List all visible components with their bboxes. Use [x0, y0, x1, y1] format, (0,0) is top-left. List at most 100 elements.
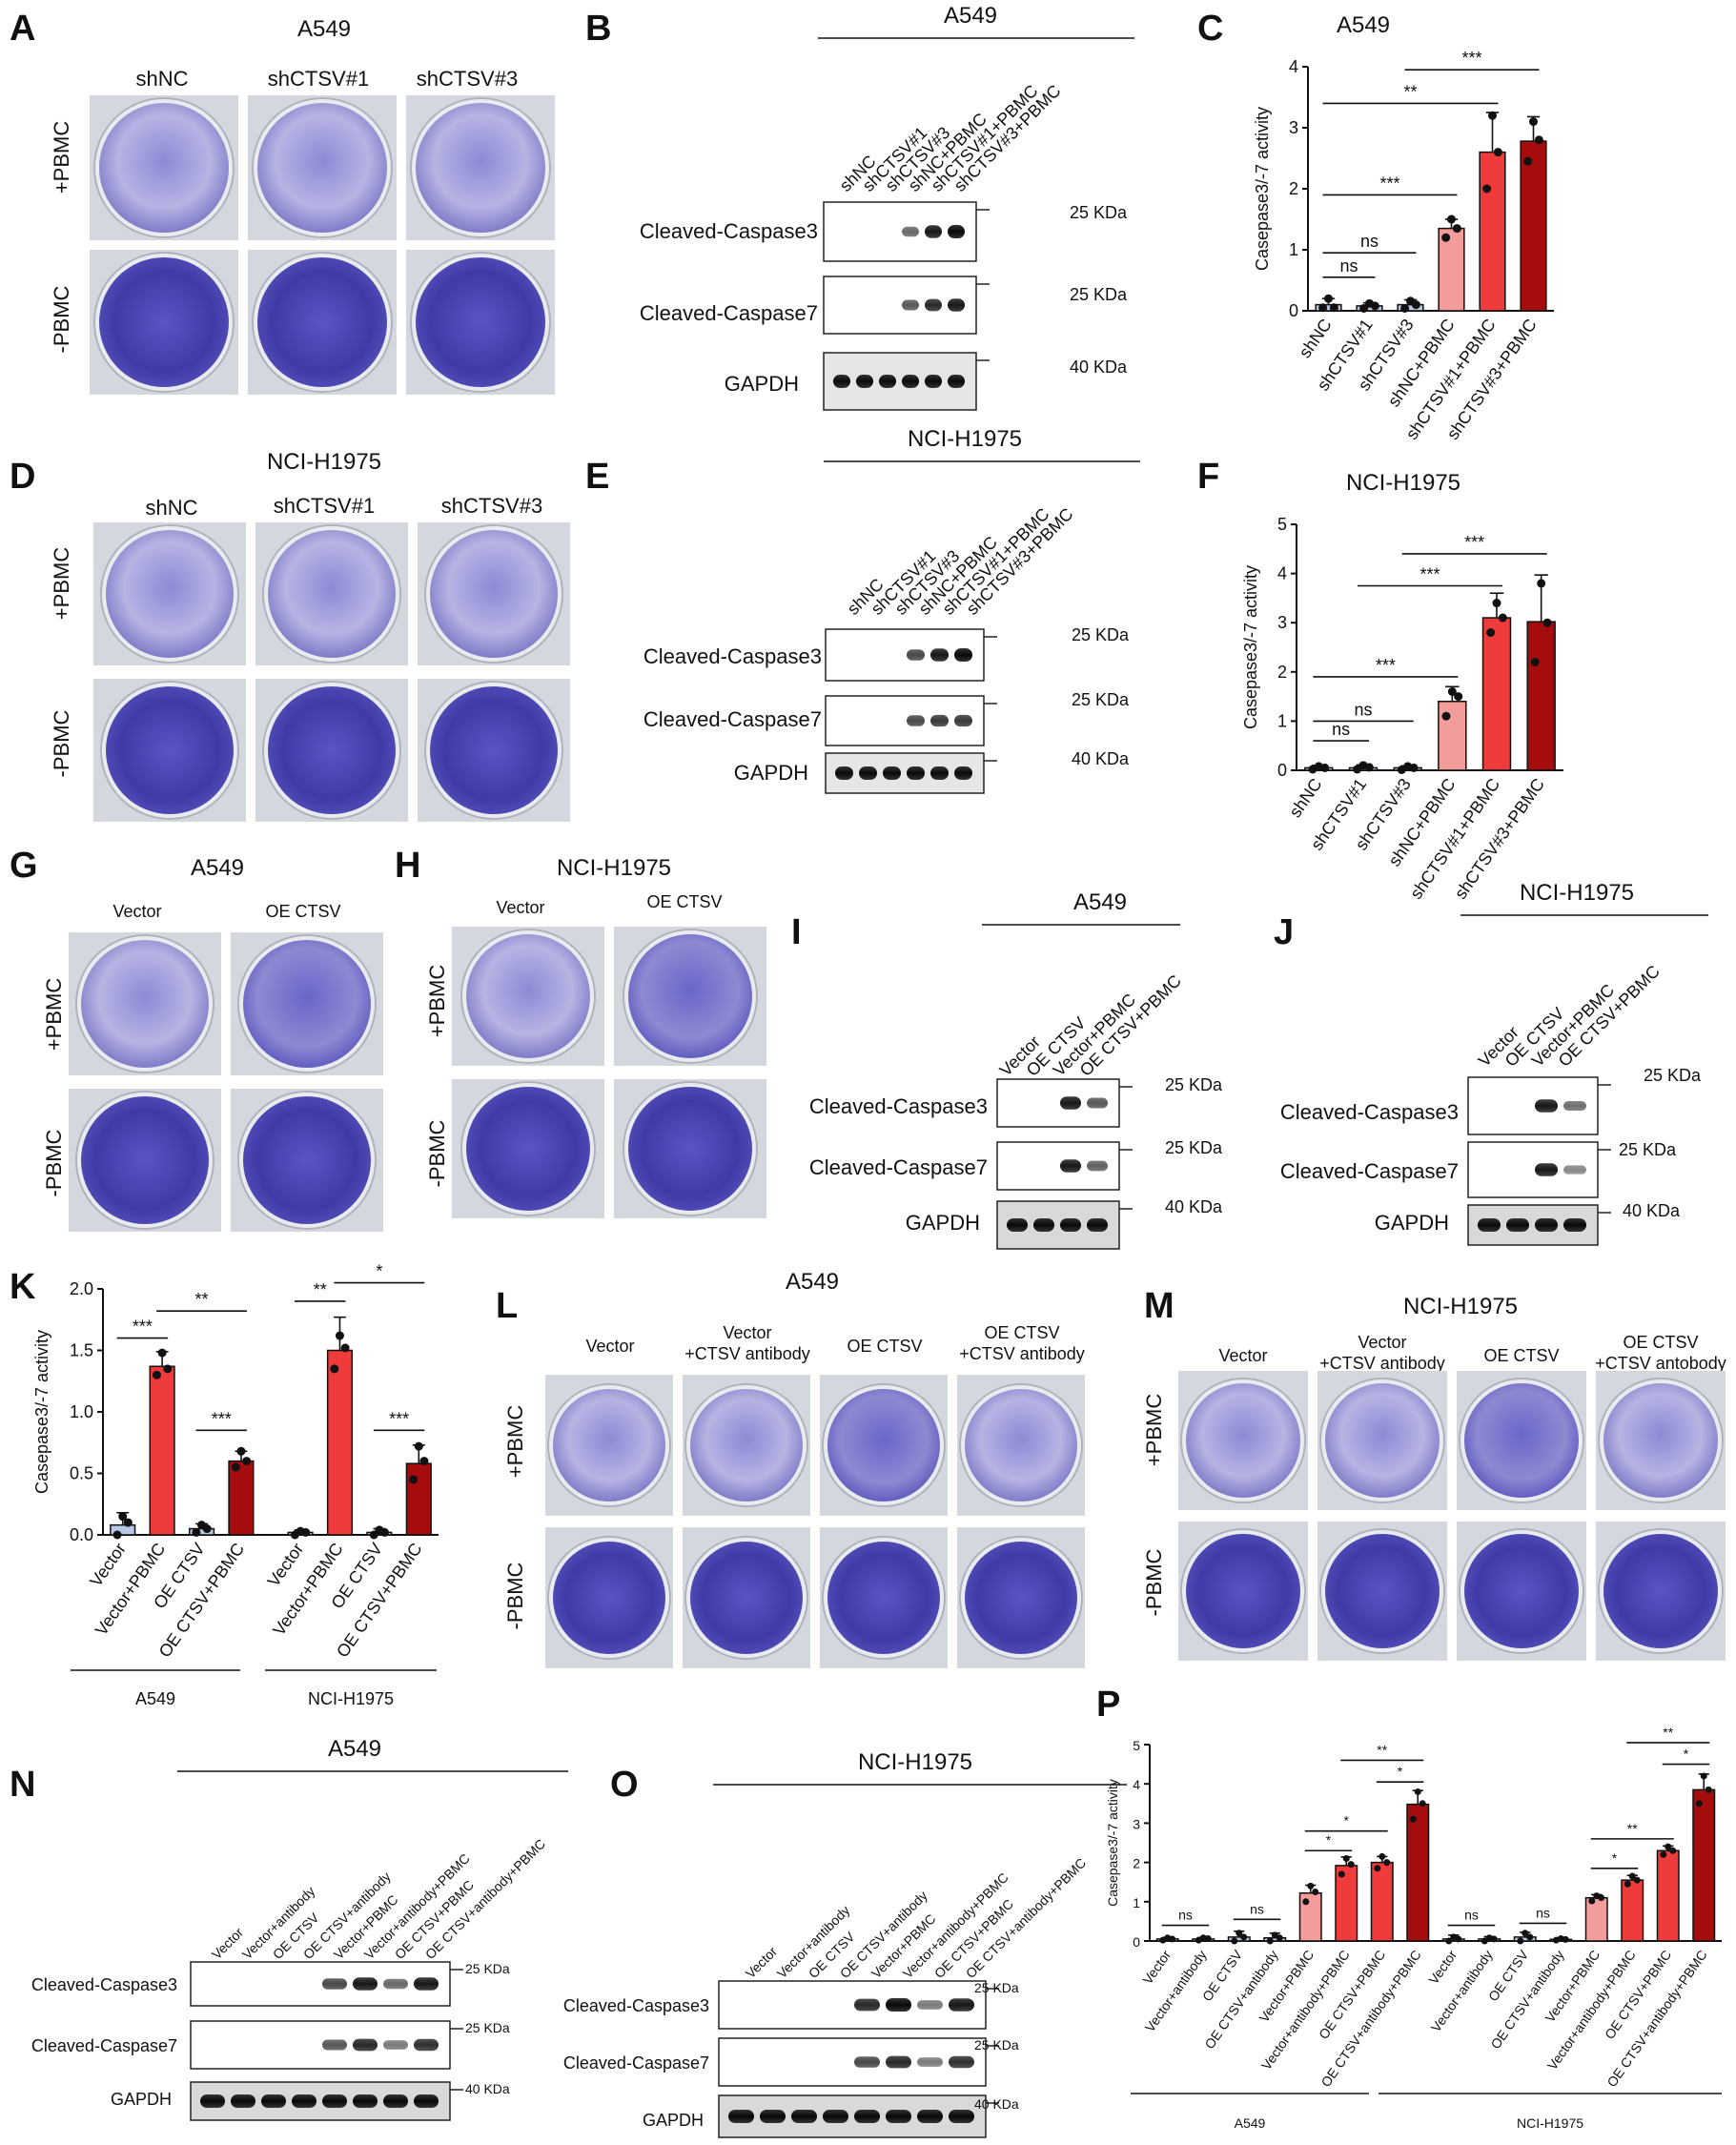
panel-p-point-4-1: [1266, 1937, 1274, 1945]
panel-e-cc3-band-6: [954, 648, 972, 662]
panel-f-point-1-3: [1320, 763, 1330, 772]
panel-m-col-labels: Vector Vector +CTSV antibody OE CTSV OE CTSV…: [1218, 1333, 1726, 1373]
panel-a-well-r2-c3-stain: [416, 257, 545, 387]
panel-p-bar-16: [1692, 1788, 1716, 1942]
panel-k-sig-label-2: **: [195, 1290, 209, 1309]
panel-letter-g: G: [10, 846, 38, 886]
panel-m-well-r1-c1: [1178, 1371, 1308, 1510]
panel-n-gapdh-band-3: [261, 2094, 286, 2108]
panel-e-kda-2: 25 KDa: [1072, 690, 1130, 709]
panel-c-point-2-1: [1359, 303, 1369, 313]
panel-h-well-r2-c1: [452, 1079, 604, 1218]
panel-c-point-6-2: [1529, 117, 1538, 127]
panel-p-sig-label-9: *: [1612, 1850, 1618, 1866]
panel-h-wells: [452, 927, 766, 1218]
panel-p-point-14-2: [1628, 1872, 1636, 1880]
panel-g-well-r2-c1: [69, 1089, 221, 1232]
panel-l-row-plus: +PBMC: [503, 1405, 527, 1479]
panel-g-well-r1-c2: [231, 932, 383, 1075]
panel-p-bar-8: [1406, 1803, 1430, 1942]
panel-o-gapdh-band-3: [791, 2110, 817, 2123]
panel-o-cc3-membrane: [718, 1980, 987, 2030]
panel-k-bar-6: [326, 1349, 354, 1536]
panel-a-well-r2-c3: [406, 250, 555, 395]
panel-p-point-11-2: [1522, 1930, 1529, 1937]
panel-c-sig-label-3: ***: [1379, 174, 1399, 193]
panel-b-gapdh-band-3: [879, 375, 896, 388]
panel-d-well-r2-c1: [93, 679, 246, 822]
panel-p-point-10-1: [1481, 1937, 1488, 1945]
panel-p-ytick-label-4: 4: [1133, 1777, 1140, 1792]
panel-l-well-r2-c4: [957, 1527, 1085, 1668]
panel-b-gapdh-band-5: [925, 375, 942, 388]
panel-k-ytick-label-4: 2.0: [70, 1279, 93, 1298]
panel-c-ytick-label-2: 2: [1289, 179, 1298, 198]
panel-p-point-7-2: [1379, 1852, 1386, 1860]
panel-i-cc7-band-3: [1060, 1159, 1081, 1173]
panel-b-gapdh-label: GAPDH: [725, 372, 799, 396]
panel-letter-m: M: [1144, 1286, 1174, 1326]
panel-p-ytick-label-1: 1: [1133, 1895, 1140, 1910]
panel-n-cc7-band-6: [353, 2038, 378, 2052]
panel-j-cc3-band-4: [1563, 1100, 1586, 1112]
panel-f-sig-label-5: ***: [1464, 533, 1484, 552]
panel-k-group-label-1: A549: [135, 1689, 175, 1708]
panel-m-wells: [1178, 1371, 1726, 1661]
panel-p-point-5-1: [1302, 1898, 1310, 1906]
panel-k-point-4-2: [236, 1446, 246, 1456]
panel-p-point-6-3: [1347, 1861, 1355, 1869]
panel-o-gapdh-band-5: [854, 2110, 880, 2123]
panel-j-kda-3: 40 KDa: [1623, 1201, 1681, 1220]
panel-p-ytick-label-3: 3: [1133, 1816, 1140, 1831]
panel-p-point-14-1: [1624, 1880, 1631, 1888]
panel-l-well-r1-c1-stain: [553, 1389, 665, 1502]
panel-n-gapdh-band-1: [200, 2094, 225, 2108]
panel-k-ytick-label-1: 0.5: [70, 1464, 93, 1483]
panel-j-kda-1: 25 KDa: [1644, 1066, 1702, 1085]
panel-letter-f: F: [1197, 457, 1219, 497]
panel-e-gapdh-band-4: [907, 766, 925, 780]
panel-o-gapdh-label: GAPDH: [643, 2111, 704, 2130]
panel-a-col-1: shNC: [135, 67, 188, 91]
panel-f-chart: NCI-H1975 0 1 2 3 4 5 Casepase3/-7 activity shN…: [1241, 470, 1563, 903]
panel-o-cc3-band-7: [917, 2000, 943, 2010]
panel-f-point-2-1: [1353, 765, 1362, 774]
panel-m-col-4: OE CTSV +CTSV antobody: [1595, 1333, 1726, 1373]
panel-n-cc3-band-5: [322, 1978, 347, 1990]
panel-k-point-6-3: [340, 1343, 350, 1353]
panel-p-point-15-1: [1660, 1850, 1667, 1858]
panel-p-sig-label-3: *: [1326, 1832, 1332, 1848]
panel-j-cc7-membrane: [1467, 1141, 1599, 1198]
panel-letter-c: C: [1197, 9, 1223, 49]
panel-b-gapdh-band-6: [948, 375, 965, 388]
panel-p-group-label-1: A549: [1235, 2115, 1266, 2131]
panel-e-kda-3: 40 KDa: [1072, 749, 1130, 768]
panel-p-point-3-1: [1231, 1937, 1238, 1945]
panel-l-wells: [545, 1375, 1085, 1668]
panel-m-well-r2-c4: [1596, 1522, 1726, 1661]
panel-j-cc7-label: Cleaved-Caspase7: [1280, 1159, 1459, 1183]
panel-l-well-r1-c1: [545, 1375, 673, 1516]
panel-k-point-8-1: [409, 1475, 419, 1484]
panel-j-title: NCI-H1975: [1520, 880, 1634, 906]
panel-f-point-4-2: [1447, 686, 1457, 696]
panel-o-blot: [718, 1980, 999, 2138]
panel-c-point-4-2: [1447, 214, 1456, 224]
panel-o-cc7-band-6: [886, 2055, 911, 2069]
panel-m-well-r2-c2-stain: [1325, 1534, 1440, 1648]
panel-p-ylabel: Casepase3/-7 activity: [1105, 1779, 1120, 1907]
panel-n-cc3-label: Cleaved-Caspase3: [31, 1975, 177, 1994]
panel-k-point-4-3: [242, 1457, 252, 1466]
panel-b-blot: [823, 201, 990, 411]
panel-m-well-r1-c3-stain: [1464, 1383, 1579, 1498]
panel-i-gapdh-band-1: [1007, 1218, 1028, 1232]
panel-d-well-r2-c2-stain: [268, 686, 396, 814]
panel-p-bar-7: [1370, 1861, 1394, 1942]
panel-k-ytick-label-3: 1.5: [70, 1341, 93, 1360]
panel-p-point-9-1: [1445, 1937, 1453, 1945]
panel-b-kda-2: 25 KDa: [1070, 285, 1128, 304]
panel-f-ytick-label-2: 2: [1277, 663, 1287, 682]
panel-j-gapdh-label: GAPDH: [1375, 1211, 1449, 1235]
